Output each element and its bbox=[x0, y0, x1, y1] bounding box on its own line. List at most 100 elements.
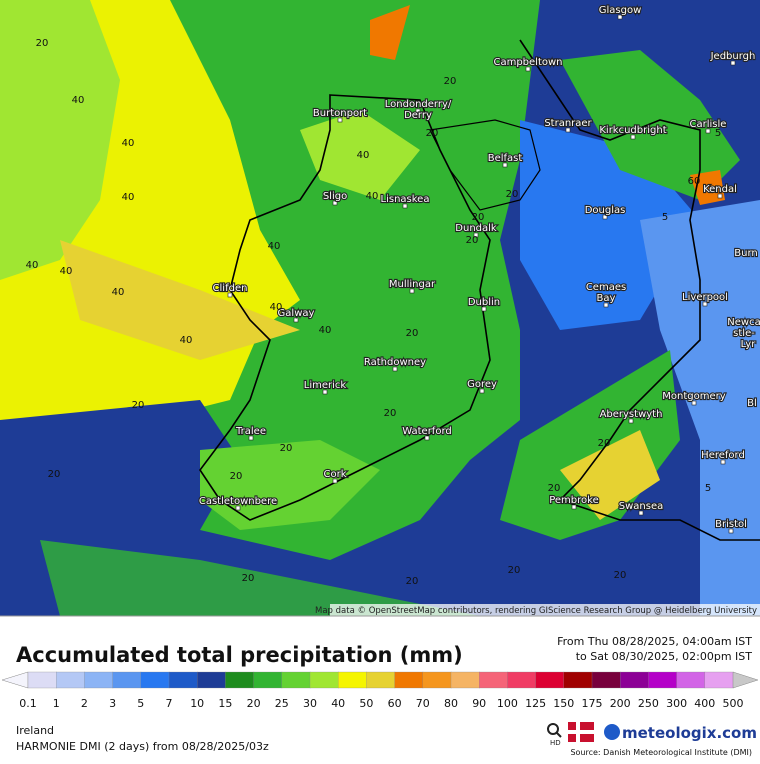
contour-label: 40 bbox=[270, 302, 283, 313]
legend-swatch bbox=[112, 671, 142, 689]
legend-swatch bbox=[27, 671, 57, 689]
city-label: Mullingar bbox=[389, 279, 436, 290]
city-label: Douglas bbox=[585, 205, 626, 216]
city-marker bbox=[337, 117, 343, 123]
contour-label: 20 bbox=[406, 328, 419, 339]
city-marker bbox=[691, 400, 697, 406]
region: Ireland bbox=[16, 724, 54, 737]
city-marker bbox=[571, 504, 577, 510]
city-marker bbox=[720, 459, 726, 465]
legend-label: 50 bbox=[359, 697, 373, 710]
contour-label: 5 bbox=[662, 212, 668, 223]
legend-swatch bbox=[394, 671, 424, 689]
city-marker bbox=[227, 292, 233, 298]
contour-label: 20 bbox=[280, 443, 293, 454]
legend-label: 500 bbox=[723, 697, 744, 710]
city-marker bbox=[409, 288, 415, 294]
legend-swatch bbox=[281, 671, 311, 689]
legend-label: 250 bbox=[638, 697, 659, 710]
city-label: Gorey bbox=[467, 379, 497, 390]
attribution-bg bbox=[330, 604, 760, 616]
legend-label: 125 bbox=[525, 697, 546, 710]
city-label: stle- bbox=[733, 328, 755, 339]
legend-swatch bbox=[563, 671, 593, 689]
city-label: Burtonport bbox=[313, 108, 367, 119]
coastline bbox=[199, 94, 491, 521]
city-label: Bay bbox=[597, 293, 616, 304]
legend-label: 90 bbox=[472, 697, 486, 710]
city-label: Glasgow bbox=[599, 5, 642, 16]
zoom-button[interactable]: HD bbox=[547, 723, 562, 747]
contour-label: 20 bbox=[598, 438, 611, 449]
rain-area bbox=[560, 50, 740, 200]
city-marker bbox=[424, 435, 430, 441]
legend-swatch bbox=[84, 671, 114, 689]
legend-arrow bbox=[1, 671, 29, 689]
city-label: Aberystwyth bbox=[600, 409, 663, 420]
contour-label: 20 bbox=[506, 189, 519, 200]
city-marker bbox=[702, 301, 708, 307]
city-label: Swansea bbox=[619, 501, 663, 512]
legend-swatch bbox=[507, 671, 537, 689]
legend-swatch bbox=[168, 671, 198, 689]
city-marker bbox=[628, 418, 634, 424]
city-marker bbox=[392, 366, 398, 372]
city-marker bbox=[728, 528, 734, 534]
legend-swatch bbox=[422, 671, 452, 689]
legend-label: 80 bbox=[444, 697, 458, 710]
legend-swatch bbox=[450, 671, 480, 689]
legend: 0.1 1 2 3 5 7 10 15 20 25 30 40 50 60 70 80 90 100 125 150 1… bbox=[1, 671, 759, 710]
logo-text: meteologix.com bbox=[622, 724, 757, 742]
legend-label: 15 bbox=[218, 697, 232, 710]
city-label: Cemaes bbox=[586, 282, 626, 293]
city-marker bbox=[602, 214, 608, 220]
logo[interactable]: meteologix.com bbox=[604, 724, 757, 742]
legend-label: 40 bbox=[331, 697, 345, 710]
legend-arrow bbox=[732, 671, 759, 689]
city-label: Lyr bbox=[741, 339, 757, 350]
city-label: Dublin bbox=[468, 297, 500, 308]
city-marker bbox=[332, 478, 338, 484]
city-marker bbox=[705, 128, 711, 134]
source: Source: Danish Meteorological Institute … bbox=[570, 748, 752, 757]
sea-low bbox=[640, 200, 760, 616]
contour-label: 20 bbox=[466, 235, 479, 246]
city-label: Burn bbox=[734, 248, 757, 259]
contour-label: 40 bbox=[366, 191, 379, 202]
city-label: Tralee bbox=[235, 426, 266, 437]
city-label: Liverpool bbox=[682, 292, 728, 303]
city-label: Belfast bbox=[488, 153, 523, 164]
contour-label: 20 bbox=[472, 212, 485, 223]
city-label: Castletownbere bbox=[199, 496, 277, 507]
city-marker bbox=[479, 388, 485, 394]
contour-label: 20 bbox=[444, 76, 457, 87]
city-marker bbox=[638, 510, 644, 516]
city-label: Cork bbox=[323, 469, 346, 480]
legend-label: 150 bbox=[553, 697, 574, 710]
city-label: Jedburgh bbox=[710, 51, 756, 62]
legend-label: 70 bbox=[416, 697, 430, 710]
legend-label: 10 bbox=[190, 697, 204, 710]
city-label: Campbeltown bbox=[493, 57, 562, 68]
city-marker bbox=[565, 127, 571, 133]
city-marker bbox=[322, 389, 328, 395]
contour-label: 20 bbox=[548, 483, 561, 494]
contour-label: 20 bbox=[384, 408, 397, 419]
rain-area bbox=[370, 5, 410, 60]
city-marker bbox=[332, 200, 338, 206]
city-marker bbox=[617, 14, 623, 20]
legend-swatch bbox=[648, 671, 678, 689]
contour-label: 20 bbox=[132, 400, 145, 411]
flag bbox=[568, 722, 594, 742]
city-marker bbox=[730, 60, 736, 66]
contour-label: 40 bbox=[180, 335, 193, 346]
legend-swatch bbox=[704, 671, 734, 689]
city-label: Bl bbox=[747, 398, 757, 409]
border bbox=[429, 119, 541, 211]
legend-swatch bbox=[140, 671, 170, 689]
legend-label: 5 bbox=[137, 697, 144, 710]
city-marker bbox=[525, 66, 531, 72]
legend-label: 60 bbox=[388, 697, 402, 710]
city-label: Dundalk bbox=[455, 223, 497, 234]
